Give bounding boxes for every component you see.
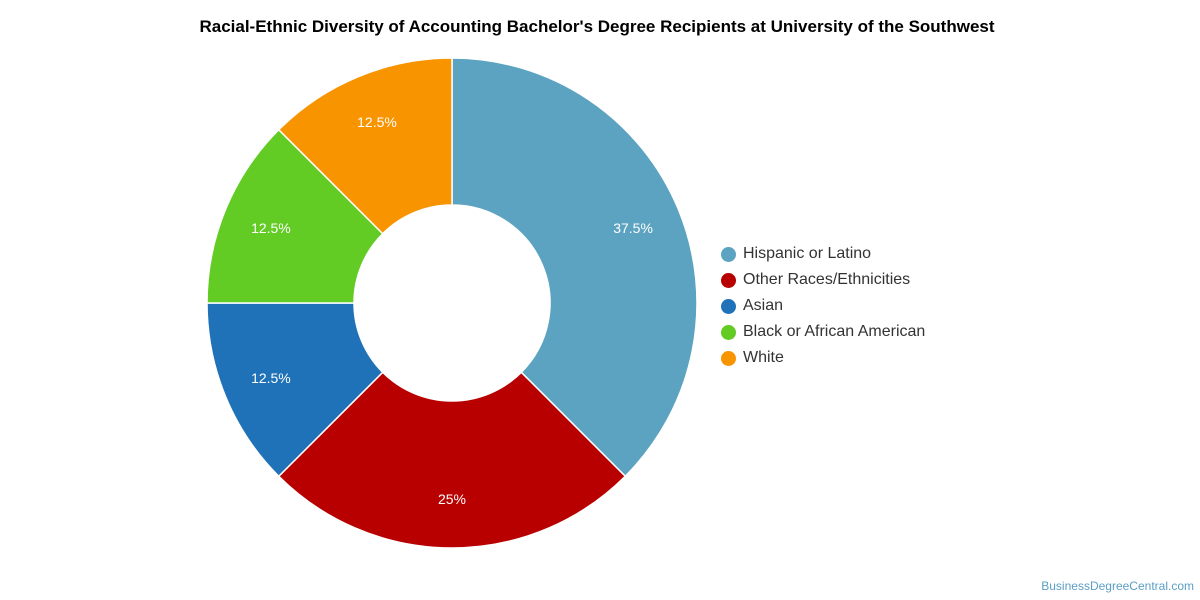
- source-credit[interactable]: BusinessDegreeCentral.com: [1041, 579, 1194, 593]
- slices-layer: [206, 57, 698, 549]
- legend-swatch-icon: [721, 246, 736, 262]
- legend-swatch-icon: [721, 324, 736, 340]
- legend-item-black-or-african-american[interactable]: Black or African American: [721, 319, 925, 345]
- legend-item-asian[interactable]: Asian: [721, 293, 925, 319]
- slice-label-black-or-african-american: 12.5%: [251, 220, 291, 236]
- chart-title: Racial-Ethnic Diversity of Accounting Ba…: [199, 17, 995, 36]
- slice-other-races-ethnicities[interactable]: [277, 371, 627, 549]
- chart-legend: Hispanic or Latino Other Races/Ethnicitie…: [721, 241, 925, 371]
- slice-label-asian: 12.5%: [251, 370, 291, 386]
- slice-hispanic-or-latino[interactable]: [451, 57, 698, 478]
- legend-swatch-icon: [721, 298, 736, 314]
- legend-label: Asian: [743, 297, 784, 314]
- legend-item-white[interactable]: White: [721, 345, 925, 371]
- legend-label: Other Races/Ethnicities: [743, 271, 911, 288]
- legend-swatch-icon: [721, 272, 736, 288]
- legend-label: Black or African American: [743, 323, 926, 340]
- slice-asian[interactable]: [206, 302, 384, 478]
- slice-black-or-african-american[interactable]: [206, 128, 384, 304]
- legend-swatch-icon: [721, 350, 736, 366]
- slice-label-other-races-ethnicities: 25%: [438, 491, 466, 507]
- legend-item-other-races-ethnicities[interactable]: Other Races/Ethnicities: [721, 267, 925, 293]
- slice-label-hispanic-or-latino: 37.5%: [613, 220, 653, 236]
- labels-layer: 37.5% 25% 12.5% 12.5% 12.5%: [251, 114, 653, 507]
- legend-label: Hispanic or Latino: [743, 245, 872, 262]
- legend-item-hispanic-or-latino[interactable]: Hispanic or Latino: [721, 241, 925, 267]
- slice-white[interactable]: [277, 57, 453, 235]
- slice-label-white: 12.5%: [357, 114, 397, 130]
- legend-label: White: [743, 349, 784, 366]
